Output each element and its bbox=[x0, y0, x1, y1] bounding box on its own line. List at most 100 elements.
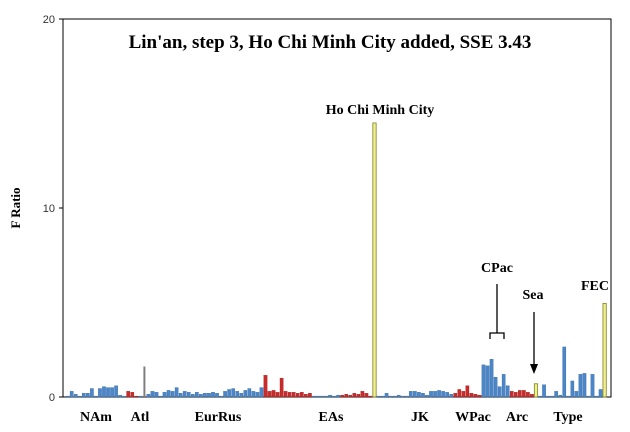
bar bbox=[114, 385, 118, 398]
bar bbox=[291, 392, 296, 398]
bar bbox=[336, 394, 340, 398]
bar bbox=[118, 394, 122, 398]
group-label-arc: Arc bbox=[506, 410, 528, 425]
bar bbox=[77, 395, 82, 398]
bar bbox=[485, 365, 490, 398]
bar bbox=[239, 393, 244, 398]
bar bbox=[251, 391, 256, 398]
bar bbox=[182, 391, 187, 398]
bar bbox=[263, 375, 268, 398]
bar bbox=[409, 391, 413, 398]
bar bbox=[178, 393, 183, 398]
bar bbox=[186, 392, 191, 398]
bar bbox=[134, 395, 139, 398]
bar bbox=[90, 388, 94, 398]
bar bbox=[602, 303, 607, 398]
bar bbox=[86, 393, 90, 398]
bar bbox=[195, 392, 199, 398]
bar bbox=[481, 364, 486, 398]
bar bbox=[509, 391, 514, 398]
group-labels: NAm Atl EurRus EAs JK WPac Arc Type bbox=[80, 410, 583, 425]
bar bbox=[255, 392, 260, 398]
group-label-eurrus: EurRus bbox=[195, 410, 242, 425]
bar bbox=[457, 389, 462, 398]
bar bbox=[384, 393, 389, 398]
sea-arrow-head bbox=[530, 364, 538, 374]
bar bbox=[312, 395, 316, 398]
bar bbox=[211, 392, 215, 398]
bar bbox=[574, 391, 579, 398]
bar bbox=[170, 391, 175, 398]
bar bbox=[364, 393, 369, 398]
bar bbox=[433, 391, 437, 398]
bar bbox=[332, 395, 336, 398]
bar bbox=[324, 395, 328, 398]
bar bbox=[590, 374, 595, 398]
bar bbox=[98, 388, 102, 398]
group-label-type: Type bbox=[553, 410, 582, 425]
bar bbox=[550, 395, 554, 398]
bar bbox=[558, 394, 563, 398]
bar bbox=[295, 393, 300, 398]
bar bbox=[477, 394, 482, 398]
bar bbox=[505, 385, 510, 398]
bar bbox=[223, 391, 227, 398]
group-label-wpac: WPac bbox=[455, 410, 491, 425]
bar bbox=[388, 395, 393, 398]
bar bbox=[344, 394, 349, 398]
bar bbox=[162, 392, 167, 398]
bar bbox=[392, 395, 397, 398]
bar bbox=[530, 394, 534, 398]
bar bbox=[441, 391, 445, 398]
bar bbox=[231, 388, 235, 398]
bar bbox=[533, 383, 539, 398]
bar bbox=[570, 380, 575, 398]
bar bbox=[518, 390, 522, 398]
bar bbox=[376, 395, 381, 398]
bar bbox=[380, 395, 385, 398]
bar bbox=[287, 392, 292, 398]
bar bbox=[449, 394, 454, 398]
bar bbox=[417, 392, 421, 398]
bar bbox=[586, 395, 591, 398]
bar bbox=[493, 376, 498, 398]
bar bbox=[546, 395, 550, 398]
bar bbox=[227, 389, 231, 398]
bar bbox=[267, 391, 272, 398]
bar bbox=[594, 395, 599, 398]
bar bbox=[94, 395, 98, 398]
bar bbox=[372, 122, 377, 398]
bar bbox=[126, 391, 131, 398]
bar bbox=[469, 393, 474, 398]
bar bbox=[437, 390, 441, 398]
bar bbox=[110, 387, 114, 398]
bar bbox=[191, 394, 195, 398]
bar bbox=[158, 395, 163, 398]
bar bbox=[489, 359, 494, 398]
bar bbox=[425, 394, 429, 398]
bar bbox=[473, 394, 478, 398]
bar bbox=[562, 346, 567, 398]
bar bbox=[275, 392, 280, 398]
plot-frame bbox=[62, 18, 612, 398]
bar bbox=[396, 394, 401, 398]
bar bbox=[174, 387, 179, 398]
bar bbox=[461, 391, 466, 398]
bar bbox=[143, 366, 146, 398]
bar bbox=[538, 395, 542, 398]
group-label-eas: EAs bbox=[319, 410, 344, 425]
bar bbox=[166, 390, 171, 398]
bar bbox=[316, 395, 320, 398]
group-label-nam: NAm bbox=[80, 410, 112, 425]
bar bbox=[215, 393, 219, 398]
annotation-hcmc: Ho Chi Minh City bbox=[326, 103, 435, 118]
bar bbox=[465, 385, 470, 398]
annotation-cpac: CPac bbox=[481, 261, 513, 276]
bar bbox=[154, 392, 159, 398]
bar bbox=[404, 395, 409, 398]
bar bbox=[300, 392, 304, 398]
bar bbox=[522, 390, 526, 398]
bar bbox=[360, 391, 365, 398]
bar bbox=[501, 374, 506, 398]
